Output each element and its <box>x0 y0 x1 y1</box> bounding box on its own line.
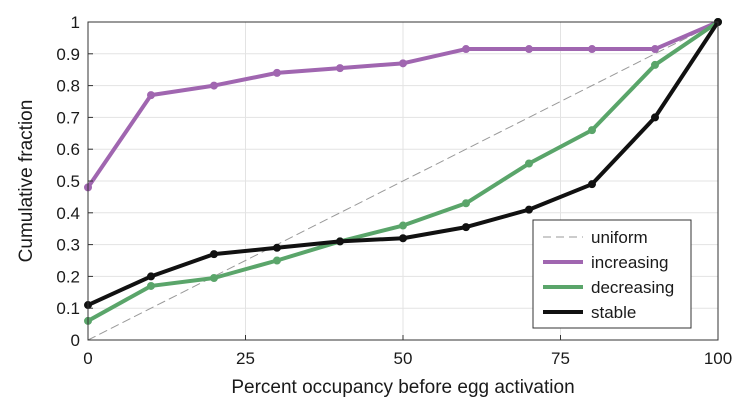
data-point-decreasing <box>651 60 659 69</box>
y-tick-label: 0.7 <box>56 108 80 127</box>
data-point-stable <box>525 205 533 214</box>
data-point-stable <box>147 272 155 281</box>
legend-item-increasing: increasing <box>543 253 669 272</box>
data-point-stable <box>336 237 344 246</box>
data-point-stable <box>588 180 596 189</box>
legend-label: increasing <box>591 253 669 272</box>
y-tick-label: 1 <box>71 13 80 32</box>
y-tick-label: 0.4 <box>56 204 80 223</box>
data-point-increasing <box>399 59 407 68</box>
x-tick-label: 25 <box>236 349 255 368</box>
data-point-stable <box>210 250 218 259</box>
series-group <box>84 18 722 341</box>
y-tick-label: 0.9 <box>56 45 80 64</box>
legend-label: uniform <box>591 228 648 247</box>
y-tick-label: 0.6 <box>56 140 80 159</box>
data-point-decreasing <box>210 273 218 282</box>
data-point-decreasing <box>147 281 155 290</box>
data-point-decreasing <box>525 159 533 168</box>
data-point-stable <box>399 234 407 243</box>
legend-item-stable: stable <box>543 303 636 322</box>
data-point-increasing <box>525 45 533 54</box>
data-point-stable <box>462 223 470 232</box>
x-tick-label: 0 <box>83 349 92 368</box>
y-tick-label: 0.3 <box>56 236 80 255</box>
legend-label: stable <box>591 303 636 322</box>
series-uniform <box>87 21 719 341</box>
data-point-increasing <box>462 45 470 54</box>
data-point-decreasing <box>399 221 407 230</box>
data-point-decreasing <box>462 199 470 208</box>
legend-label: decreasing <box>591 278 674 297</box>
data-point-decreasing <box>273 256 281 265</box>
y-tick-label: 0.2 <box>56 267 80 286</box>
x-tick-label: 75 <box>551 349 570 368</box>
y-tick-label: 0.5 <box>56 172 80 191</box>
y-tick-label: 0.8 <box>56 77 80 96</box>
legend-item-uniform: uniform <box>543 228 648 247</box>
x-axis-title: Percent occupancy before egg activation <box>231 377 574 398</box>
data-point-stable <box>273 243 281 252</box>
ticks: 0 25 50 75 100 0 0.1 0.2 0.3 0.4 0.5 0.6 0.7 0.8 0.9 1 <box>56 13 732 368</box>
series-stable <box>84 18 722 310</box>
data-point-increasing <box>147 91 155 100</box>
x-tick-label: 50 <box>394 349 413 368</box>
legend-item-decreasing: decreasing <box>543 278 674 297</box>
data-point-stable <box>651 113 659 122</box>
series-line-uniform <box>87 21 719 341</box>
x-tick-label: 100 <box>704 349 732 368</box>
data-point-increasing <box>588 45 596 54</box>
data-point-decreasing <box>588 126 596 135</box>
legend: uniform increasing decreasing stable <box>532 219 692 329</box>
y-tick-label: 0 <box>71 331 80 350</box>
series-increasing <box>84 18 722 192</box>
data-point-increasing <box>210 81 218 90</box>
y-tick-label: 0.1 <box>56 299 80 318</box>
data-point-increasing <box>651 45 659 54</box>
data-point-increasing <box>273 68 281 77</box>
data-point-increasing <box>336 64 344 73</box>
y-axis-title: Cumulative fraction <box>16 100 37 263</box>
